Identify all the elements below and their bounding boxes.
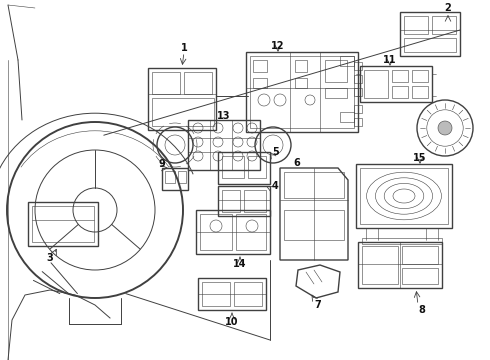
Bar: [188, 120, 260, 170]
Bar: [432, 16, 456, 34]
Bar: [354, 88, 362, 96]
Bar: [196, 210, 270, 254]
Bar: [295, 78, 307, 88]
Bar: [360, 168, 448, 224]
Bar: [392, 86, 408, 98]
Bar: [200, 214, 232, 250]
Bar: [162, 168, 188, 190]
Text: 4: 4: [271, 181, 278, 191]
Text: 10: 10: [225, 317, 239, 327]
Bar: [250, 56, 354, 128]
Bar: [152, 98, 214, 126]
Bar: [295, 60, 307, 72]
Bar: [412, 86, 428, 98]
Bar: [165, 171, 175, 183]
Bar: [178, 171, 186, 183]
Bar: [402, 268, 438, 284]
Bar: [148, 68, 216, 130]
Bar: [218, 186, 270, 216]
Bar: [284, 172, 344, 198]
Bar: [244, 190, 266, 212]
Text: 11: 11: [383, 55, 397, 65]
Bar: [354, 105, 362, 113]
Bar: [354, 118, 362, 126]
Bar: [253, 60, 267, 72]
Text: 12: 12: [271, 41, 285, 51]
Text: 2: 2: [444, 3, 451, 13]
Text: 14: 14: [233, 259, 247, 269]
Bar: [184, 72, 212, 94]
Text: 8: 8: [418, 305, 425, 315]
Bar: [253, 78, 267, 88]
Bar: [364, 70, 388, 98]
Bar: [198, 278, 266, 310]
Bar: [392, 70, 408, 82]
Bar: [152, 72, 180, 94]
Bar: [218, 152, 270, 184]
Text: 1: 1: [181, 43, 187, 53]
Bar: [404, 16, 428, 34]
Bar: [202, 282, 230, 306]
Bar: [360, 66, 432, 102]
Circle shape: [438, 121, 452, 135]
Bar: [362, 238, 442, 244]
Text: 15: 15: [413, 153, 427, 163]
Bar: [354, 75, 362, 83]
Bar: [325, 88, 347, 98]
Bar: [340, 56, 354, 66]
Bar: [404, 38, 456, 52]
Text: 13: 13: [217, 111, 231, 121]
Text: 5: 5: [272, 147, 279, 157]
Bar: [412, 70, 428, 82]
Bar: [362, 246, 398, 284]
Bar: [248, 156, 266, 178]
Bar: [284, 210, 344, 240]
Bar: [358, 242, 442, 288]
Bar: [236, 214, 266, 250]
Bar: [222, 156, 244, 178]
Bar: [402, 246, 438, 264]
Bar: [400, 12, 460, 56]
Text: 6: 6: [294, 158, 300, 168]
Bar: [340, 112, 354, 122]
Bar: [32, 206, 94, 242]
Bar: [28, 202, 98, 246]
Bar: [234, 282, 262, 306]
Text: 7: 7: [315, 300, 321, 310]
Bar: [356, 164, 452, 228]
Text: 9: 9: [159, 159, 166, 169]
Bar: [222, 190, 240, 212]
Bar: [246, 52, 358, 132]
Bar: [354, 62, 362, 70]
Text: 3: 3: [47, 253, 53, 263]
Bar: [325, 60, 347, 82]
